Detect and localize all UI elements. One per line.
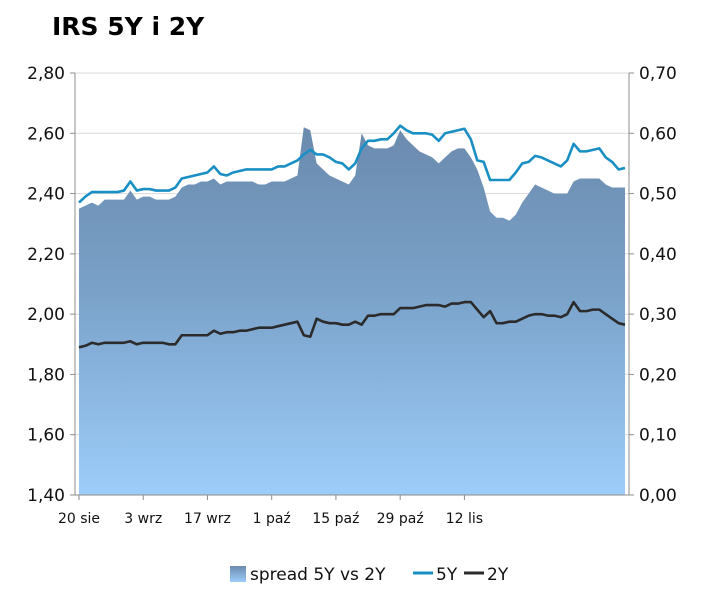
chart-title: IRS 5Y i 2Y	[52, 12, 205, 41]
x-tick-label: 17 wrz	[184, 511, 231, 527]
y-left-tick-label: 2,60	[27, 124, 65, 144]
x-tick-label: 3 wrz	[124, 511, 162, 527]
x-tick-label: 20 sie	[58, 511, 100, 527]
axes	[70, 72, 634, 500]
x-tick-labels: 20 sie 3 wrz 17 wrz 1 paź 15 paź 29 paź 12 lis	[58, 511, 483, 527]
y-right-tick-label: 0,70	[639, 64, 677, 84]
x-tick-label: 1 paź	[253, 511, 291, 527]
y-right-tick-label: 0,50	[639, 185, 677, 205]
x-tick-label: 15 paź	[312, 511, 359, 527]
y-left-tick-labels: 1,40 1,60 1,80 2,00 2,20 2,40 2,60 2,80	[27, 64, 65, 506]
spread-area	[79, 127, 625, 495]
y-left-tick-label: 2,00	[27, 305, 65, 325]
y-right-tick-label: 0,40	[639, 245, 677, 265]
y-right-tick-labels: 0,00 0,10 0,20 0,30 0,40 0,50 0,60 0,70	[639, 64, 677, 506]
y-right-tick-label: 0,10	[639, 426, 677, 446]
legend: spread 5Y vs 2Y 5Y 2Y	[230, 565, 509, 585]
series-line-5y	[78, 124, 626, 204]
legend-swatch-spread	[230, 566, 246, 582]
x-tick-label: 29 paź	[377, 511, 424, 527]
y-right-tick-label: 0,20	[639, 365, 677, 385]
series-line-2y	[78, 300, 626, 349]
y-right-tick-label: 0,30	[639, 305, 677, 325]
legend-label-spread: spread 5Y vs 2Y	[250, 565, 386, 585]
y-right-tick-label: 0,60	[639, 124, 677, 144]
legend-label-5y: 5Y	[436, 565, 458, 585]
y-left-tick-label: 2,40	[27, 185, 65, 205]
x-tick-label: 12 lis	[446, 511, 483, 527]
y-left-tick-label: 1,80	[27, 365, 65, 385]
legend-label-2y: 2Y	[487, 565, 509, 585]
y-left-tick-label: 1,40	[27, 486, 65, 506]
y-left-tick-label: 1,60	[27, 426, 65, 446]
y-left-tick-label: 2,20	[27, 245, 65, 265]
y-left-tick-label: 2,80	[27, 64, 65, 84]
y-right-tick-label: 0,00	[639, 486, 677, 506]
